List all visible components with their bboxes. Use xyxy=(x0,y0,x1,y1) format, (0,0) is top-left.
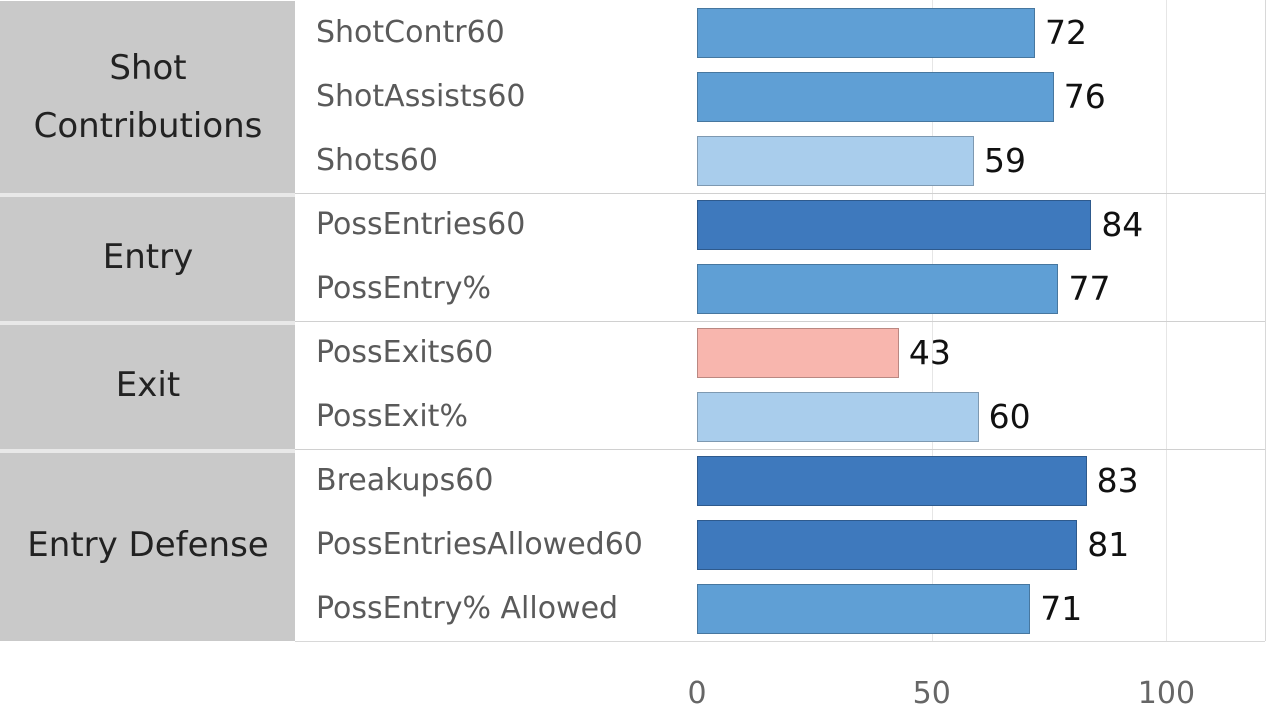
frame-bottom xyxy=(295,641,1265,642)
group-cell xyxy=(0,449,295,641)
bar xyxy=(697,584,1031,634)
value-label: 83 xyxy=(1096,461,1139,500)
group-label: Entry Defense xyxy=(27,525,269,565)
row-label: Shots60 xyxy=(316,143,438,178)
value-label: 76 xyxy=(1063,77,1106,116)
group-cell xyxy=(0,321,295,449)
bar xyxy=(697,136,974,186)
bar xyxy=(697,392,979,442)
grid-line xyxy=(1166,0,1168,641)
row-label: PossEntries60 xyxy=(316,207,526,242)
bar xyxy=(697,456,1087,506)
x-tick-label: 50 xyxy=(912,676,951,711)
bar xyxy=(697,264,1059,314)
group-separator xyxy=(295,193,1265,194)
grid-line xyxy=(931,0,933,641)
bar xyxy=(697,200,1092,250)
bar xyxy=(697,72,1054,122)
row-label: PossEntry% Allowed xyxy=(316,591,619,626)
value-label: 84 xyxy=(1101,205,1144,244)
group-separator xyxy=(295,321,1265,322)
group-cell xyxy=(0,193,295,321)
row-label: PossExit% xyxy=(316,399,468,434)
value-label: 59 xyxy=(983,141,1026,180)
row-label: ShotAssists60 xyxy=(316,79,526,114)
bar xyxy=(697,328,899,378)
group-label: Shot Contributions xyxy=(33,48,263,146)
value-label: 71 xyxy=(1040,589,1083,628)
bar xyxy=(697,520,1078,570)
group-label: Entry xyxy=(102,237,194,277)
value-label: 60 xyxy=(988,397,1031,436)
value-label: 72 xyxy=(1044,13,1087,52)
row-label: PossExits60 xyxy=(316,335,494,370)
group-separator xyxy=(295,449,1265,450)
row-label: Breakups60 xyxy=(316,463,494,498)
row-label: PossEntriesAllowed60 xyxy=(316,527,643,562)
x-tick-label: 100 xyxy=(1137,676,1196,711)
row-label: PossEntry% xyxy=(316,271,491,306)
value-label: 81 xyxy=(1087,525,1130,564)
row-label: ShotContr60 xyxy=(316,15,505,50)
group-cell xyxy=(0,1,295,193)
value-label: 43 xyxy=(908,333,951,372)
value-label: 77 xyxy=(1068,269,1111,308)
frame-right xyxy=(1265,0,1266,641)
bar xyxy=(697,8,1035,58)
x-tick-label: 0 xyxy=(687,676,707,711)
group-label: Exit xyxy=(115,365,181,405)
